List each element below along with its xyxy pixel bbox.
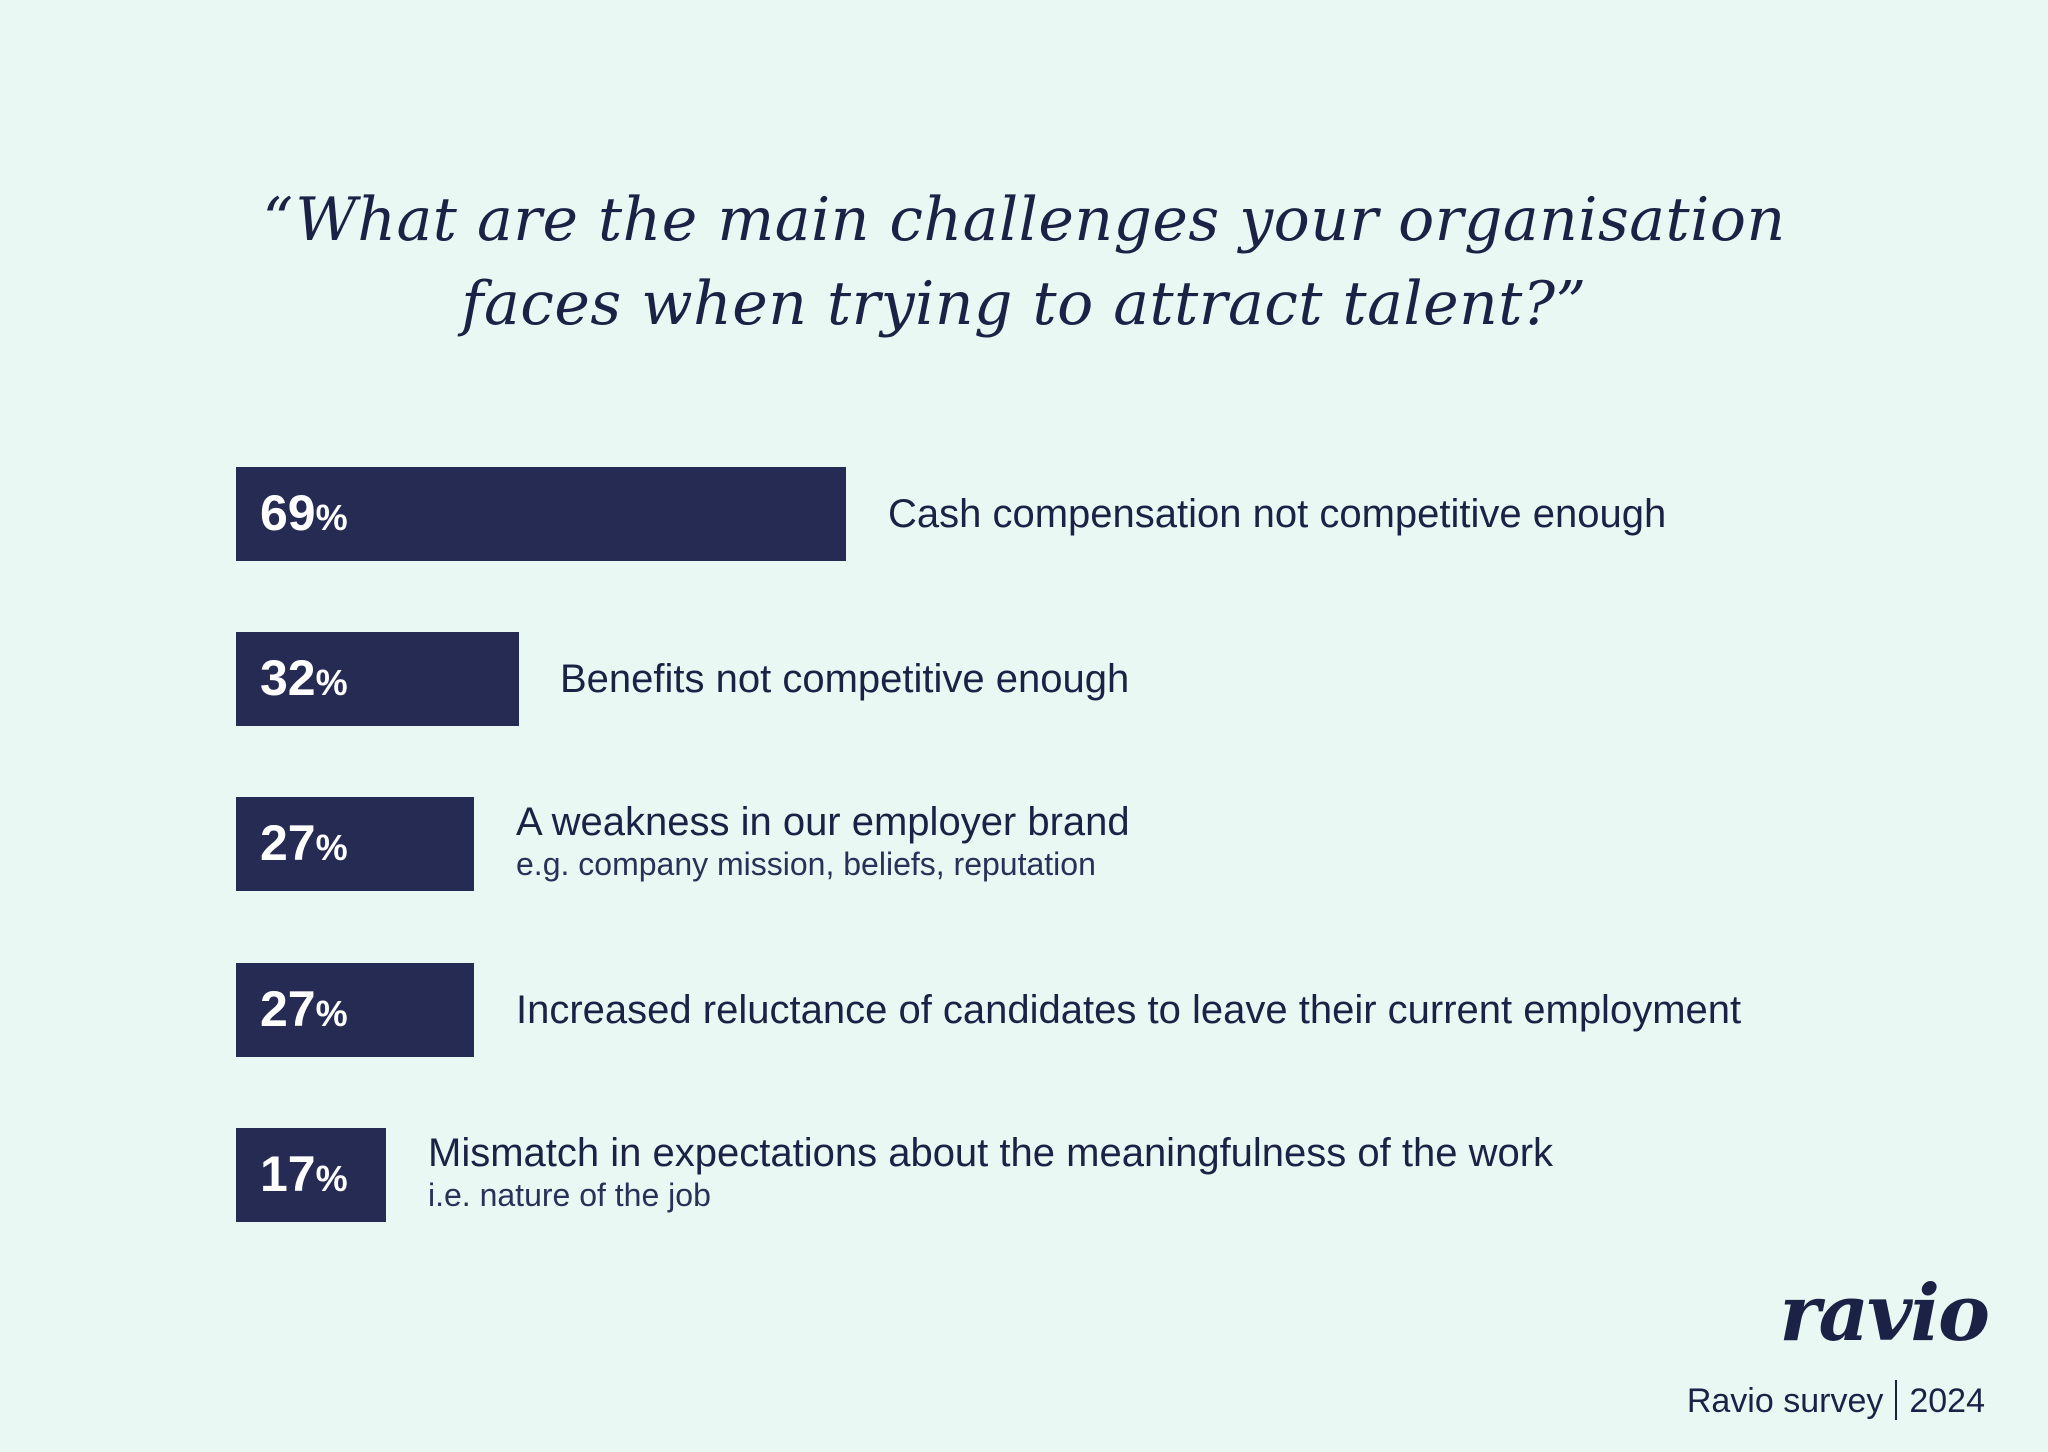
bar-label: Cash compensation not competitive enough	[888, 492, 1667, 536]
bar-value: 69%	[260, 485, 348, 541]
chart-title-line-2: faces when trying to attract talent?”	[461, 269, 1587, 339]
ravio-logo: ravio	[1779, 1268, 1990, 1359]
bar: 27%	[236, 963, 474, 1057]
bar-label: Benefits not competitive enough	[560, 657, 1130, 701]
bar-label: Increased reluctance of candidates to le…	[516, 988, 1742, 1032]
bar-value: 17%	[260, 1146, 348, 1202]
source-year: 2024	[1909, 1382, 1985, 1420]
bar: 17%	[236, 1128, 386, 1222]
source-footer: Ravio survey 2024	[1687, 1380, 1985, 1421]
bar-sublabel: i.e. nature of the job	[428, 1177, 711, 1213]
chart-title: “What are the main challenges your organ…	[0, 178, 2048, 346]
divider	[1895, 1380, 1898, 1420]
bar-value: 27%	[260, 815, 348, 871]
bar-label: A weakness in our employer brand e.g. co…	[516, 800, 1130, 882]
source-label: Ravio survey	[1686, 1382, 1884, 1420]
bar-sublabel: e.g. company mission, beliefs, reputatio…	[516, 846, 1096, 882]
bar-label: Mismatch in expectations about the meani…	[428, 1131, 1554, 1213]
chart-title-line-1: “What are the main challenges your organ…	[262, 185, 1786, 255]
bar: 69%	[236, 467, 846, 561]
bar: 27%	[236, 797, 474, 891]
bar-value: 32%	[260, 650, 348, 706]
bar-value: 27%	[260, 981, 348, 1037]
bar: 32%	[236, 632, 519, 726]
